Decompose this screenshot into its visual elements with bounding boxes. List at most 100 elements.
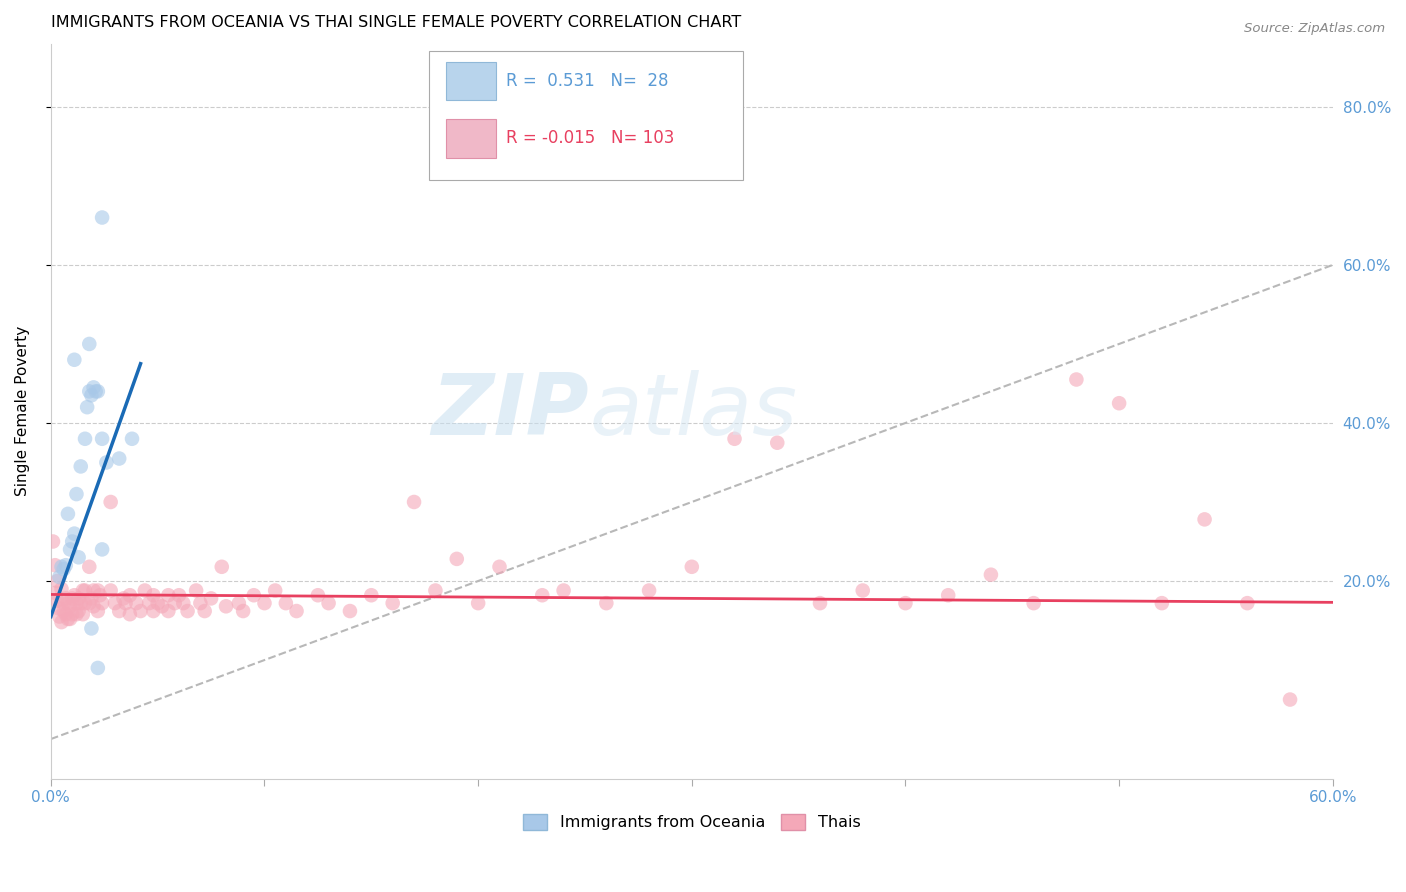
Point <box>60 607 83 622</box>
Point <box>65 596 87 610</box>
Point <box>91 211 114 225</box>
Point <box>51 615 73 629</box>
Point <box>87 604 110 618</box>
Point <box>852 583 875 598</box>
Point <box>79 596 101 610</box>
Point <box>96 455 118 469</box>
Point <box>48 609 70 624</box>
Point <box>157 604 180 618</box>
Point <box>1194 512 1216 526</box>
Point <box>69 596 91 610</box>
Point <box>91 542 114 557</box>
Point <box>73 583 96 598</box>
Point <box>243 588 266 602</box>
Point <box>52 604 75 618</box>
Point <box>48 570 70 584</box>
Point <box>808 596 831 610</box>
Point <box>215 599 238 614</box>
Point <box>595 596 617 610</box>
Point <box>83 380 105 394</box>
Point <box>60 534 83 549</box>
Point <box>59 542 82 557</box>
Point <box>425 583 447 598</box>
Point <box>87 583 110 598</box>
Point <box>73 432 96 446</box>
Point <box>980 567 1002 582</box>
Point <box>638 583 661 598</box>
Point <box>531 588 554 602</box>
Point <box>146 596 169 610</box>
Point <box>402 495 425 509</box>
Point <box>63 588 86 602</box>
Point <box>894 596 917 610</box>
Point <box>1236 596 1258 610</box>
Point <box>1022 596 1045 610</box>
Point <box>84 384 107 399</box>
Point <box>194 604 217 618</box>
Point <box>104 596 127 610</box>
Point <box>134 583 156 598</box>
Point <box>56 507 79 521</box>
Point <box>125 596 148 610</box>
Point <box>55 607 77 622</box>
Point <box>285 604 308 618</box>
Point <box>381 596 404 610</box>
Point <box>339 604 361 618</box>
Point <box>681 559 703 574</box>
Point <box>80 388 103 402</box>
Point <box>91 596 114 610</box>
Point <box>167 588 190 602</box>
Point <box>264 583 287 598</box>
Text: R =  0.531   N=  28: R = 0.531 N= 28 <box>506 72 668 90</box>
Point <box>52 596 75 610</box>
Point <box>118 607 141 622</box>
Point <box>87 661 110 675</box>
Point <box>114 596 136 610</box>
Point <box>1150 596 1173 610</box>
Point <box>446 552 468 566</box>
Point <box>1066 372 1088 386</box>
Point <box>80 622 103 636</box>
Point <box>72 607 94 622</box>
Point <box>52 562 75 576</box>
Point <box>76 400 98 414</box>
Point <box>100 583 122 598</box>
Point <box>163 596 186 610</box>
Point <box>79 559 101 574</box>
Point <box>553 583 575 598</box>
Point <box>87 384 110 399</box>
Point <box>59 612 82 626</box>
Point <box>89 588 111 602</box>
FancyBboxPatch shape <box>429 51 744 179</box>
Point <box>766 435 789 450</box>
Point <box>48 601 70 615</box>
Point <box>63 352 86 367</box>
Point <box>211 559 233 574</box>
Point <box>72 583 94 598</box>
Point <box>190 596 212 610</box>
Point <box>118 588 141 602</box>
Text: R = -0.015   N= 103: R = -0.015 N= 103 <box>506 129 675 147</box>
Point <box>157 588 180 602</box>
Point <box>936 588 959 602</box>
Point <box>200 591 222 606</box>
Point <box>73 596 96 610</box>
Point <box>55 591 77 606</box>
Point <box>83 583 105 598</box>
Point <box>91 432 114 446</box>
Point <box>42 534 65 549</box>
Legend: Immigrants from Oceania, Thais: Immigrants from Oceania, Thais <box>516 807 868 837</box>
Point <box>83 599 105 614</box>
Point <box>46 574 69 588</box>
FancyBboxPatch shape <box>446 62 496 100</box>
Point <box>69 459 91 474</box>
Point <box>46 594 69 608</box>
Point <box>142 604 165 618</box>
Point <box>176 604 198 618</box>
Point <box>55 558 77 573</box>
Point <box>360 588 382 602</box>
Point <box>79 337 101 351</box>
Point <box>129 604 152 618</box>
Point <box>44 558 66 573</box>
Text: IMMIGRANTS FROM OCEANIA VS THAI SINGLE FEMALE POVERTY CORRELATION CHART: IMMIGRANTS FROM OCEANIA VS THAI SINGLE F… <box>51 15 741 30</box>
